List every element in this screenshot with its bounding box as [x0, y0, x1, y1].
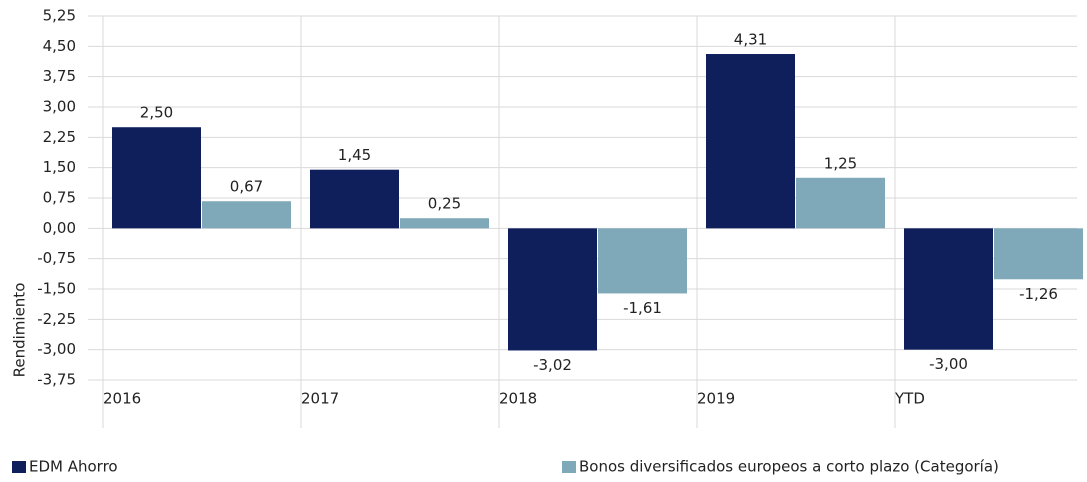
bar: [598, 228, 687, 294]
data-label: 1,25: [824, 154, 857, 172]
y-tick-label: -1,50: [37, 280, 76, 298]
bar: [202, 201, 291, 229]
legend-label: EDM Ahorro: [29, 458, 118, 476]
data-label: 4,31: [734, 31, 767, 49]
x-tick-label: 2016: [103, 390, 141, 408]
y-axis-label: Rendimiento: [11, 283, 29, 378]
y-tick-label: 3,00: [43, 98, 76, 116]
y-tick-label: 0,75: [43, 189, 76, 207]
y-tick-label: 5,25: [43, 7, 76, 25]
bar: [796, 177, 885, 229]
bar: [400, 218, 489, 229]
y-tick-label: -2,25: [37, 310, 76, 328]
legend-label: Bonos diversificados europeos a corto pl…: [579, 458, 999, 476]
x-tick-label: 2017: [301, 390, 339, 408]
x-tick-label: 2018: [499, 390, 537, 408]
data-label: 2,50: [140, 104, 173, 122]
y-tick-label: -3,75: [37, 371, 76, 389]
y-tick-label: 1,50: [43, 158, 76, 176]
data-label: -1,61: [623, 299, 662, 317]
y-tick-label: -3,00: [37, 340, 76, 358]
y-tick-label: 2,25: [43, 128, 76, 146]
bar: [904, 228, 993, 350]
data-label: -3,02: [533, 356, 572, 374]
x-tick-label: YTD: [894, 390, 925, 408]
y-tick-label: 3,75: [43, 67, 76, 85]
bar: [994, 228, 1083, 280]
data-label: 1,45: [338, 146, 371, 164]
data-label: -1,26: [1019, 285, 1058, 303]
data-label: -3,00: [929, 355, 968, 373]
bar: [112, 127, 201, 229]
legend-swatch: [562, 461, 576, 473]
y-tick-label: 4,50: [43, 37, 76, 55]
y-tick-label: 0,00: [43, 219, 76, 237]
x-tick-label: 2019: [697, 390, 735, 408]
y-tick-label: -0,75: [37, 249, 76, 267]
legend-swatch: [12, 461, 26, 473]
bar: [508, 228, 597, 351]
bar: [310, 169, 399, 229]
data-label: 0,25: [428, 195, 461, 213]
data-label: 0,67: [230, 178, 263, 196]
bar: [706, 54, 795, 229]
